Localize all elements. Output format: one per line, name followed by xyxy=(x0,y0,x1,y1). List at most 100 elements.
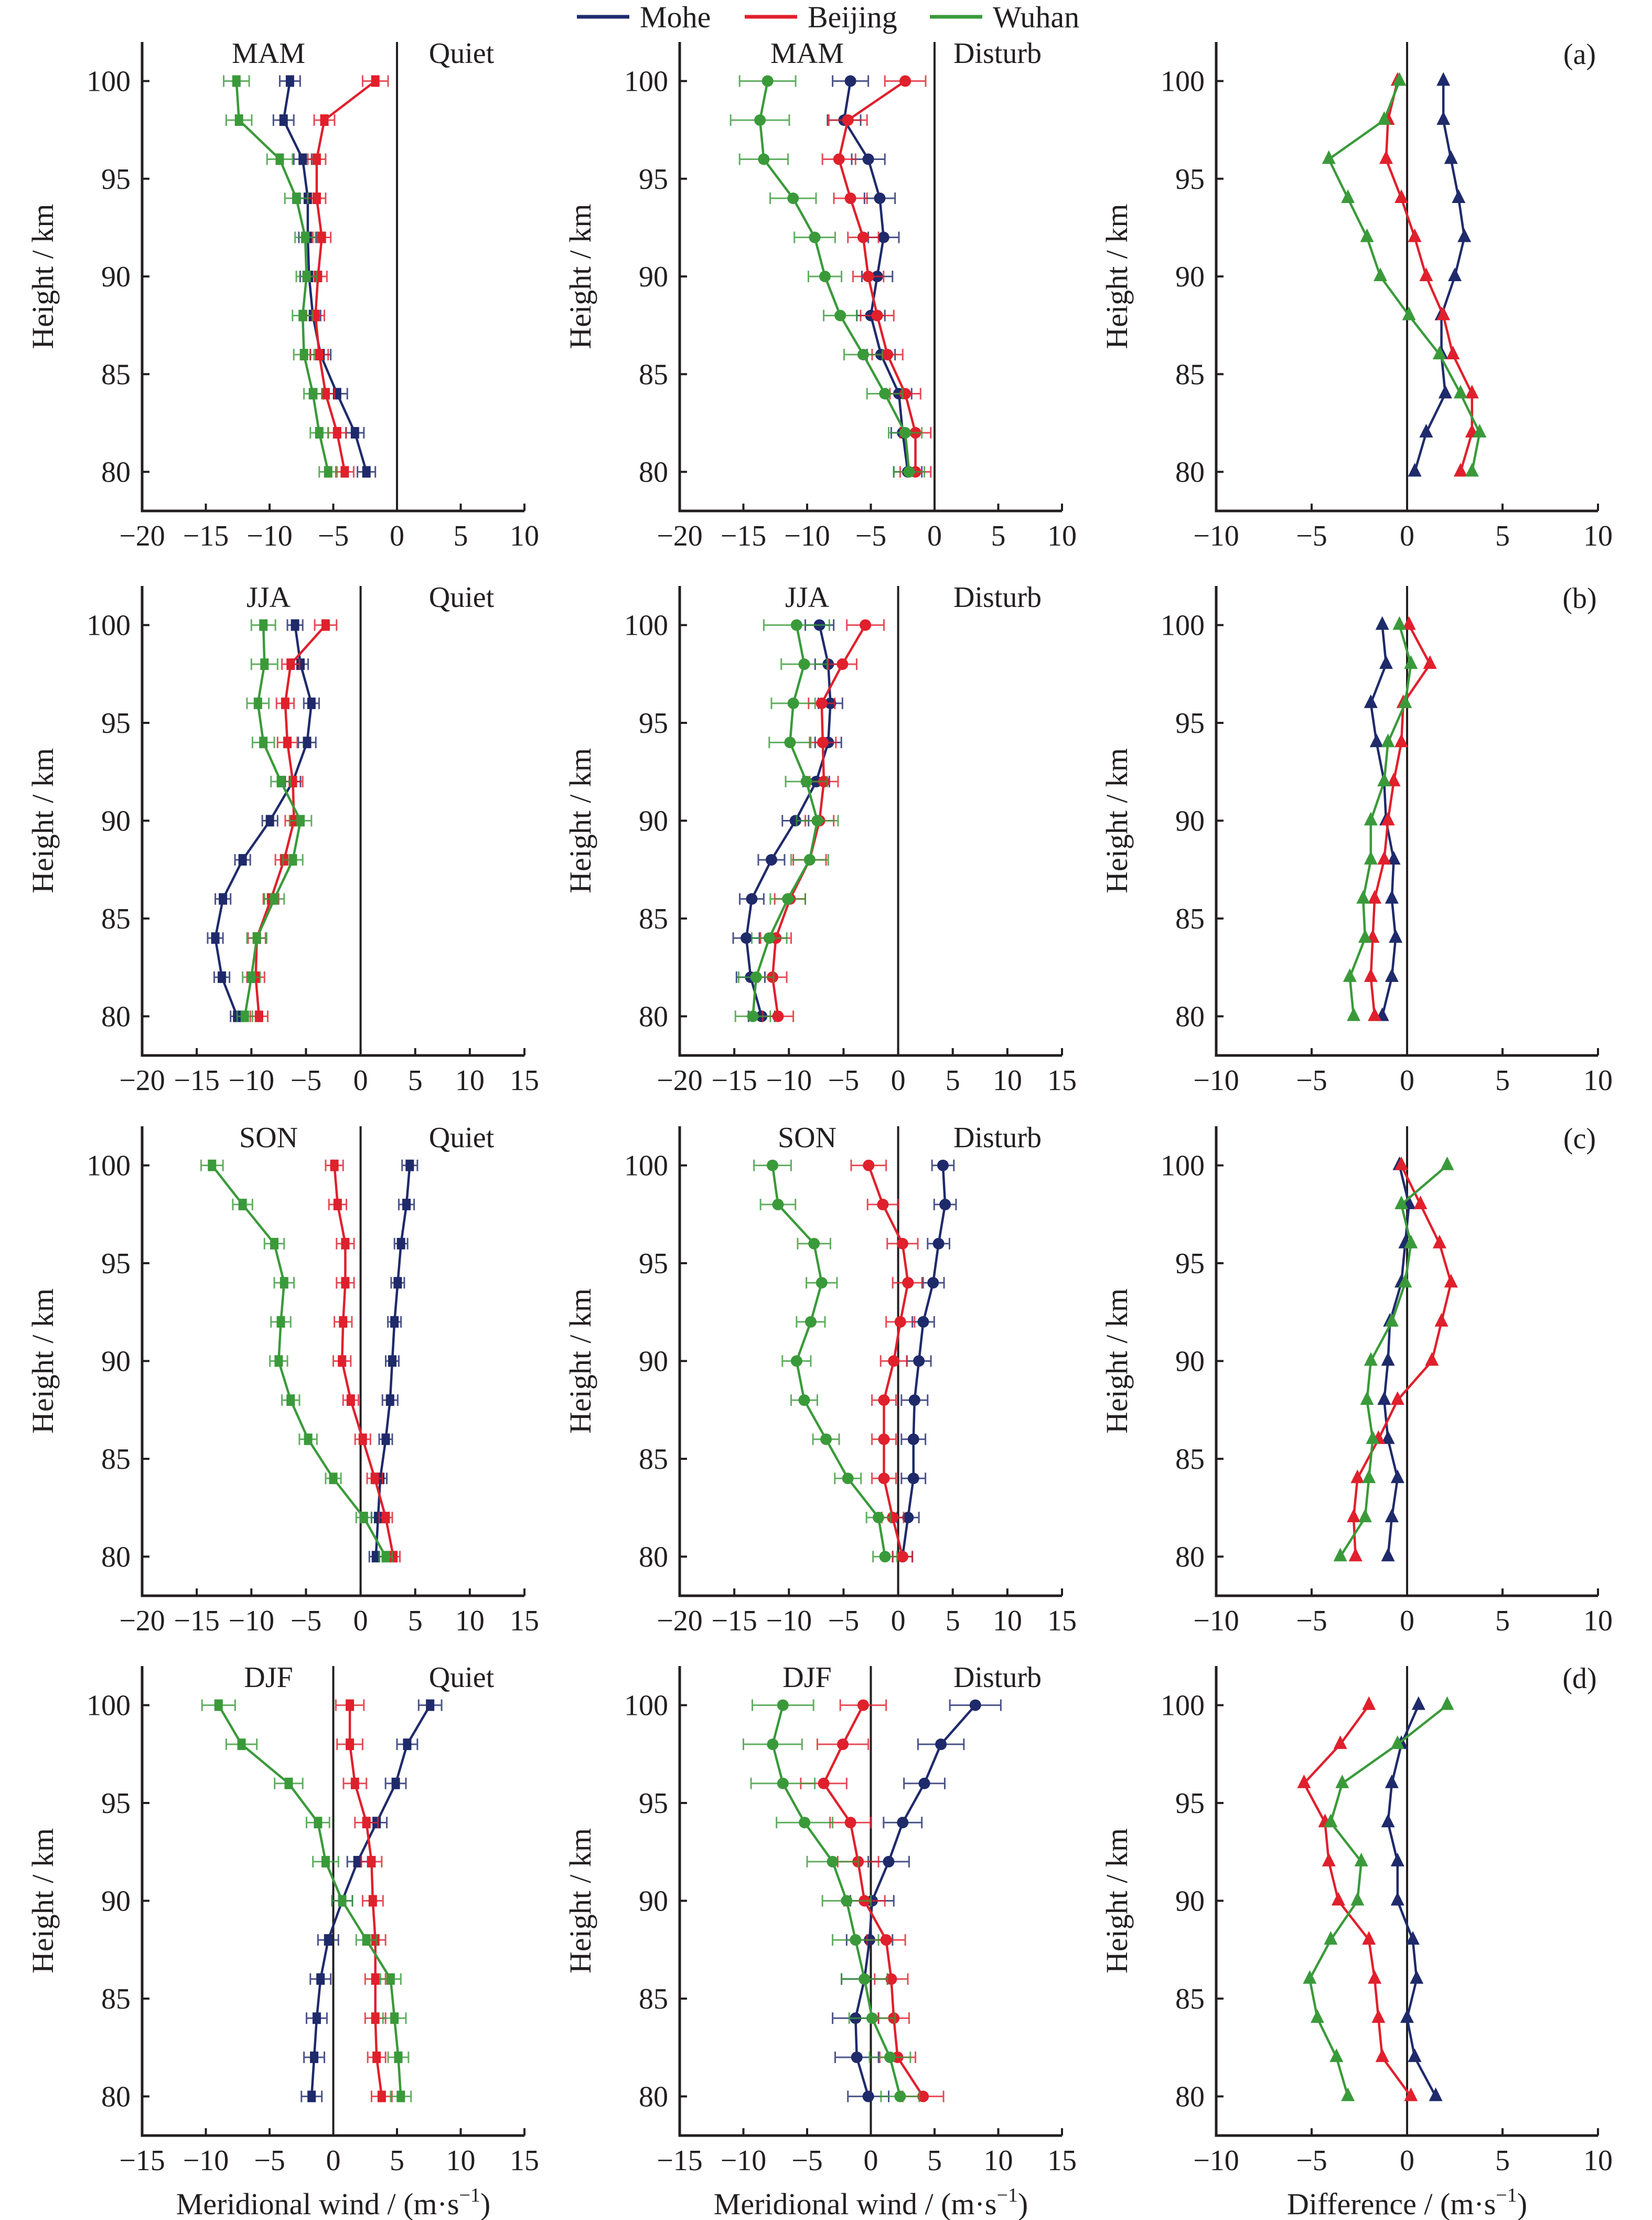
data-point xyxy=(1404,655,1418,669)
data-point xyxy=(917,1316,929,1328)
data-point xyxy=(879,388,891,400)
data-point xyxy=(1369,733,1383,748)
x-tick-label: 5 xyxy=(1495,1605,1510,1637)
x-axis-title-text: Meridional wind / (m·s xyxy=(176,2187,459,2220)
x-tick-label: −20 xyxy=(119,1064,165,1097)
data-point xyxy=(758,153,770,165)
x-tick-label: 10 xyxy=(993,1605,1022,1637)
data-point xyxy=(346,1738,355,1751)
data-point xyxy=(292,193,301,204)
data-point xyxy=(871,309,883,322)
data-point xyxy=(381,1511,390,1523)
data-point xyxy=(299,349,308,360)
data-point xyxy=(396,1237,405,1250)
data-point xyxy=(844,193,856,204)
x-tick-label: 10 xyxy=(510,520,539,552)
series-line-wuhan xyxy=(1348,624,1412,1017)
x-tick-label: 0 xyxy=(1400,1605,1414,1637)
data-point xyxy=(362,1817,371,1829)
x-tick-label: −15 xyxy=(174,1064,220,1097)
y-axis-title: Height / km xyxy=(1100,748,1134,893)
data-point xyxy=(1381,1352,1395,1366)
y-tick-label: 90 xyxy=(639,1885,668,1918)
y-tick-label: 100 xyxy=(1161,1690,1205,1722)
data-point xyxy=(396,2090,405,2102)
data-point xyxy=(894,1316,906,1328)
x-tick-label: 10 xyxy=(1583,1605,1613,1637)
data-point xyxy=(1371,2009,1386,2023)
data-point xyxy=(350,1777,359,1789)
data-point xyxy=(1398,1274,1412,1288)
data-point xyxy=(878,1433,890,1445)
data-point xyxy=(298,153,307,165)
y-tick-label: 100 xyxy=(87,610,131,642)
series-wuhan xyxy=(200,1159,393,1563)
data-point xyxy=(857,231,869,243)
x-axis-title-close: ) xyxy=(1018,2187,1028,2220)
y-tick-label: 85 xyxy=(639,903,668,935)
legend-label-wuhan: Wuhan xyxy=(993,0,1079,34)
y-axis-title: Height / km xyxy=(1100,1288,1134,1434)
y-axis-title: Height / km xyxy=(1100,204,1134,349)
series-wuhan xyxy=(1343,616,1418,1021)
x-tick-label: −5 xyxy=(791,2144,823,2177)
y-axis-title: Height / km xyxy=(563,748,597,893)
data-point xyxy=(279,114,288,126)
x-tick-label: 5 xyxy=(927,2144,942,2177)
x-tick-label: −10 xyxy=(1193,1064,1239,1097)
y-tick-label: 90 xyxy=(639,805,668,838)
data-point xyxy=(908,1394,920,1406)
x-tick-label: −15 xyxy=(119,2144,165,2177)
data-point xyxy=(394,2051,403,2063)
data-point xyxy=(291,619,299,631)
data-point xyxy=(789,815,801,827)
data-point xyxy=(1408,2048,1422,2062)
data-point xyxy=(362,466,371,478)
data-point xyxy=(1404,1234,1418,1248)
panel-son-disturb: 80 85 90 95 100 −20 −15 −10 −5 0 5 10 15 Height / km S… xyxy=(563,1122,1077,1637)
series-beijing xyxy=(325,1159,401,1563)
data-point xyxy=(834,309,846,322)
series-beijing xyxy=(1347,1156,1458,1562)
data-point xyxy=(333,1199,342,1211)
data-point xyxy=(883,1855,895,1867)
x-tick-label: 0 xyxy=(390,520,404,552)
data-point xyxy=(211,932,220,944)
data-point xyxy=(777,1699,789,1711)
panel-diff-c: 80 85 90 95 100 −10 −5 0 5 10 Height / km (c) xyxy=(1100,1123,1613,1637)
data-point xyxy=(1448,268,1462,281)
y-tick-label: 80 xyxy=(1175,456,1205,489)
data-point xyxy=(918,1777,930,1789)
data-point xyxy=(837,1738,849,1751)
data-point xyxy=(358,1433,367,1445)
x-tick-label: 0 xyxy=(353,1064,368,1097)
series-wuhan xyxy=(201,1699,412,2102)
x-tick-label: 0 xyxy=(326,2144,341,2177)
y-axis-title: Height / km xyxy=(26,748,60,893)
x-tick-label: −10 xyxy=(766,1064,812,1097)
data-point xyxy=(238,1199,247,1211)
data-point xyxy=(1322,150,1336,164)
y-tick-label: 95 xyxy=(101,707,131,740)
y-tick-label: 100 xyxy=(624,66,668,98)
data-point xyxy=(880,1934,892,1946)
data-point xyxy=(844,75,856,87)
x-tick-label: −5 xyxy=(1296,520,1327,552)
y-tick-label: 95 xyxy=(639,1247,668,1280)
legend-item-wuhan: Wuhan xyxy=(930,0,1079,34)
panel-jja-quiet: 80 85 90 95 100 −20 −15 −10 −5 0 5 10 15 Height / km J… xyxy=(26,581,539,1097)
x-tick-label: −15 xyxy=(183,520,229,552)
data-point xyxy=(1446,346,1460,359)
data-point xyxy=(371,2012,380,2024)
series-beijing xyxy=(821,75,932,478)
data-point xyxy=(1402,616,1416,630)
data-point xyxy=(388,1355,396,1367)
data-point xyxy=(1410,1970,1424,1984)
data-point xyxy=(816,697,828,709)
y-axis-title: Height / km xyxy=(563,1288,597,1434)
series-wuhan xyxy=(753,1159,898,1563)
x-tick-label: 10 xyxy=(1047,520,1077,552)
data-point xyxy=(800,775,812,787)
